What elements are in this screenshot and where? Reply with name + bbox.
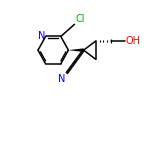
- Text: N: N: [38, 31, 45, 41]
- Text: OH: OH: [125, 36, 140, 46]
- Text: Cl: Cl: [75, 14, 85, 24]
- Text: N: N: [58, 74, 65, 84]
- Polygon shape: [68, 48, 84, 52]
